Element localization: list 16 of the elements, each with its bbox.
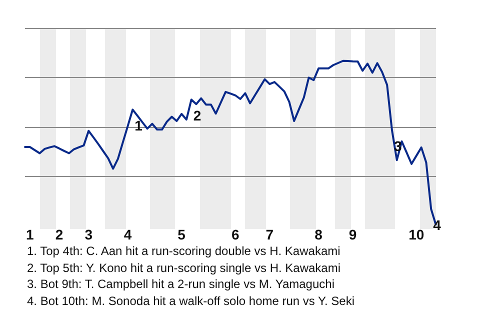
x-tick-label: 3 [84,226,93,242]
annotation: 2 [193,108,202,124]
text: 2. Top 5th: Y. Kono hit a run-scoring single vs H. Kawakami [27,260,342,276]
text: 3. Bot 9th: T. Campbell hit a 2-run single vs M. Yamaguchi [27,276,336,292]
text: 4. Bot 10th: M. Sonoda hit a walk-off solo home run vs Y. Seki [27,292,355,309]
x-tick-label: 1 [26,226,34,242]
x-tick-label: 6 [231,226,240,242]
x-tick-label: 4 [124,226,132,242]
text: 1. Top 4th: C. Aan hit a run-scoring double vs H. Kawakami [27,243,342,260]
x-tick-label: 9 [348,226,357,242]
x-tick-label: 10 [408,226,424,242]
x-tick-label: 8 [314,226,323,242]
annotation: 1 [134,118,143,134]
x-tick-label: 7 [266,226,274,242]
x-tick-label: 5 [178,226,186,242]
x-tick-label: 2 [55,226,64,242]
